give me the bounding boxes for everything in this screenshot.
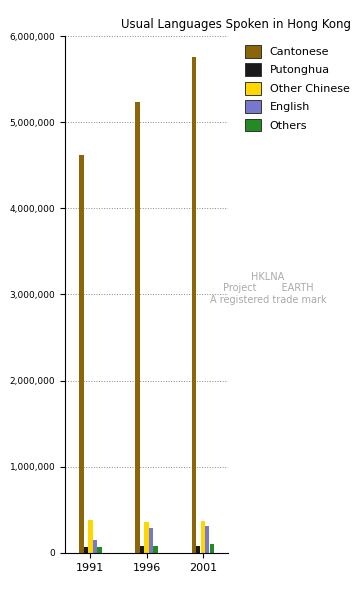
Bar	[135, 102, 140, 553]
Bar	[205, 526, 209, 553]
Title: Usual Languages Spoken in Hong Kong: Usual Languages Spoken in Hong Kong	[121, 17, 351, 31]
Bar	[140, 546, 144, 553]
Bar	[149, 528, 153, 553]
Legend: Cantonese, Putonghua, Other Chinese, English, Others: Cantonese, Putonghua, Other Chinese, Eng…	[242, 41, 353, 135]
Bar	[88, 520, 93, 553]
Bar	[84, 547, 88, 553]
Bar	[196, 546, 201, 553]
Bar	[93, 540, 97, 553]
Bar	[144, 522, 149, 553]
Bar	[79, 155, 84, 553]
Bar	[210, 545, 214, 553]
Bar	[97, 548, 102, 553]
Text: HKLNA
Project        EARTH
A registered trade mark: HKLNA Project EARTH A registered trade m…	[210, 272, 326, 305]
Bar	[153, 546, 158, 553]
Bar	[191, 56, 196, 553]
Bar	[201, 521, 205, 553]
